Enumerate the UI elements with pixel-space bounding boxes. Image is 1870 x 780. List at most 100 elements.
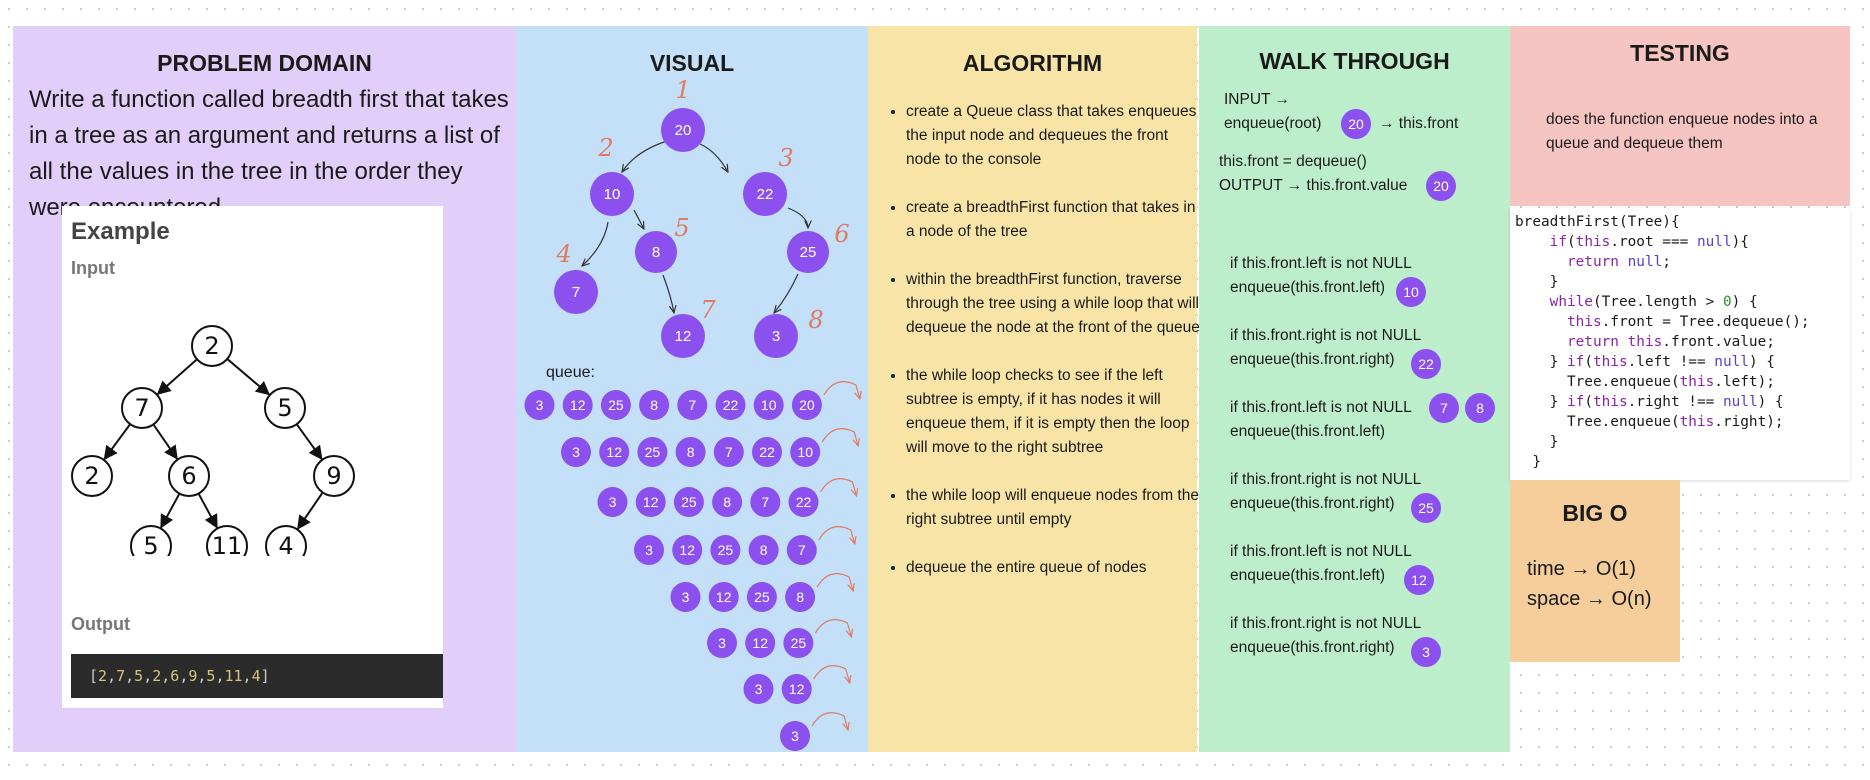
queue-node-label: 25 <box>754 589 770 605</box>
walk-check-action: enqueue(this.front.right) <box>1230 495 1395 512</box>
queue-node <box>753 390 784 420</box>
big-o-heading: BIG O <box>1562 500 1628 526</box>
code-line: } <box>1515 454 1541 470</box>
order-mark: 8 <box>808 306 823 334</box>
example-tree-edge <box>226 358 271 396</box>
example-tree-diagram: 2 7 5 2 6 9 5 11 4 <box>71 325 355 556</box>
example-tree-node-label: 2 <box>84 462 99 490</box>
example-tree-edge <box>156 358 198 396</box>
example-tree-node <box>168 455 210 497</box>
visual-tree-node-label: 20 <box>675 122 692 139</box>
queue-node <box>788 487 819 517</box>
queue-node-label: 3 <box>645 542 653 558</box>
order-mark: 3 <box>778 144 793 172</box>
queue-node-label: 12 <box>789 681 805 697</box>
visual-tree-node-label: 7 <box>572 284 580 301</box>
queue-node <box>785 582 816 612</box>
visual-tree-node-label: 3 <box>772 328 780 345</box>
example-output-value: 2 <box>152 667 162 685</box>
walk-check-action: enqueue(this.front.left) <box>1230 279 1386 296</box>
queue-node <box>786 535 817 565</box>
queue-node-label: 8 <box>723 494 731 510</box>
code-line: this.front = Tree.dequeue(); <box>1566 314 1810 330</box>
queue-node-label: 8 <box>687 444 695 460</box>
queue-node <box>673 487 704 517</box>
walk-check-action: enqueue(this.front.left) <box>1230 423 1386 440</box>
queue-node <box>790 437 821 467</box>
example-tree-edge <box>197 493 218 529</box>
algorithm-step: dequeue the entire queue of nodes <box>906 556 1206 580</box>
visual-tree-node-label: 10 <box>604 186 621 203</box>
walk-to-front: → this.front <box>1379 115 1459 132</box>
queue-node-label: 7 <box>688 397 696 413</box>
queue-node-label: 12 <box>679 542 695 558</box>
dequeue-arrow <box>814 619 851 637</box>
code-line: } if(this.left !== null) { <box>1515 354 1775 370</box>
algorithm-steps: create a Queue class that takes enqueues… <box>888 100 1206 604</box>
order-mark: 1 <box>675 76 690 104</box>
queue-node-label: 3 <box>609 494 617 510</box>
order-mark: 4 <box>555 240 571 268</box>
walkthrough-panel: WALK THROUGH INPUT → enqueue(root) 20 → … <box>1199 26 1510 752</box>
queue-node-label: 8 <box>796 589 804 605</box>
queue-node <box>712 487 743 517</box>
walk-check-node: 7 <box>1429 393 1459 423</box>
queue-node <box>783 628 814 658</box>
visual-tree-edge <box>582 221 609 266</box>
queue-node <box>743 674 774 704</box>
walk-enqueue-root: enqueue(root) <box>1224 115 1322 132</box>
code-line: breadthFirst(Tree){ <box>1515 214 1680 230</box>
walk-check-node: 22 <box>1411 349 1441 379</box>
order-mark: 6 <box>834 220 849 248</box>
queue-node <box>639 390 670 420</box>
queue-node-label: 25 <box>645 444 661 460</box>
queue-node <box>670 582 701 612</box>
queue-node <box>561 437 591 467</box>
example-tree-node <box>313 455 355 497</box>
example-output-value: 4 <box>251 667 261 685</box>
code-snippet: breadthFirst(Tree){ if(this.root === nul… <box>1510 208 1850 480</box>
visual-tree-edge <box>662 274 674 313</box>
queue-node-label: 12 <box>752 635 768 651</box>
queue-node-label: 3 <box>572 444 580 460</box>
queue-node-label: 3 <box>755 681 763 697</box>
code-line: return this.front.value; <box>1566 334 1775 350</box>
time-complexity: time → O(1) <box>1527 558 1636 580</box>
order-mark: 2 <box>597 134 613 162</box>
visual-heading: VISUAL <box>649 50 735 76</box>
visual-tree-edge <box>622 140 668 172</box>
walk-check-condition: if this.front.right is not NULL <box>1230 327 1422 344</box>
visual-tree-node-label: 8 <box>652 244 660 261</box>
walk-check-action: enqueue(this.front.right) <box>1230 639 1395 656</box>
walk-check-action: enqueue(this.front.left) <box>1230 567 1386 584</box>
visual-tree-edge <box>633 209 644 229</box>
queue-node-label: 12 <box>716 589 732 605</box>
example-tree-node-label: 6 <box>181 462 196 490</box>
example-tree-node-label: 9 <box>326 462 341 490</box>
example-output-value: 6 <box>170 667 180 685</box>
queue-node-label: 25 <box>791 635 807 651</box>
queue-node-label: 25 <box>718 542 734 558</box>
example-output-value: 2 <box>98 667 108 685</box>
queue-node <box>752 437 782 467</box>
queue-node <box>675 437 706 467</box>
visual-tree-node <box>554 270 598 314</box>
example-tree-node-label: 11 <box>212 532 243 556</box>
queue-node-label: 12 <box>643 494 659 510</box>
code-line: if(this.root === null){ <box>1549 234 1749 250</box>
queue-node-label: 25 <box>681 494 697 510</box>
queue-node-label: 10 <box>797 444 813 460</box>
walk-front-dequeue: this.front = dequeue() <box>1219 153 1367 170</box>
dequeue-arrow <box>823 381 860 399</box>
visual-tree-node <box>661 108 705 152</box>
example-output-code: [2,7,5,2,6,9,5,11,4] <box>71 654 443 698</box>
problem-description: Write a function called breadth first th… <box>29 86 509 221</box>
algorithm-heading: ALGORITHM <box>962 50 1103 76</box>
walk-check-condition: if this.front.left is not NULL <box>1230 255 1412 272</box>
queue-node <box>710 535 741 565</box>
testing-heading: TESTING <box>1630 40 1730 66</box>
code-line: while(Tree.length > 0) { <box>1549 294 1758 310</box>
visual-tree-node-label: 25 <box>800 244 817 261</box>
queue-node-label: 10 <box>761 397 777 413</box>
